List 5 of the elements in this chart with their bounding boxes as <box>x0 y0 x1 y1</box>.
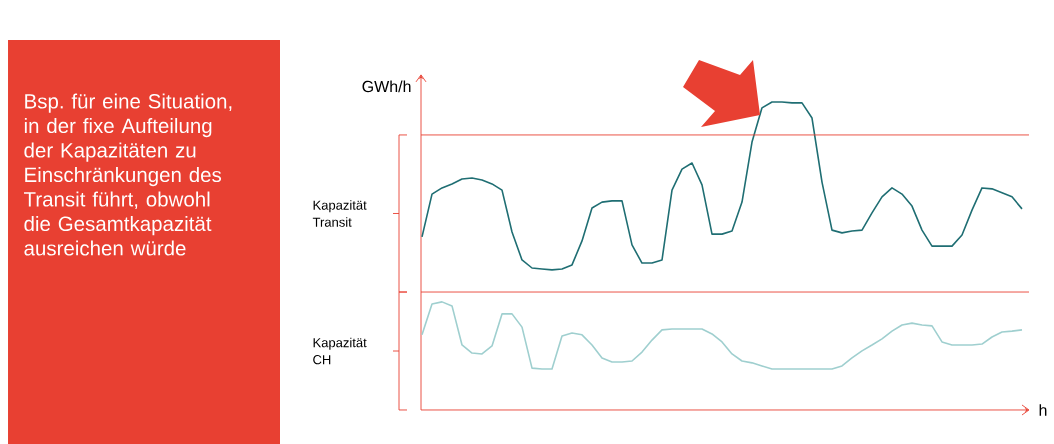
text: Bsp. für eine Situation, in der fixe Aufteilung der Kapazitäten zu Einschränkungen des Transit führt, obwohl die Gesamtkapazität ausreichen würde <box>24 93 232 256</box>
text: Kapazität Transit <box>312 200 367 227</box>
y-axis-title: GWh/h <box>362 80 411 93</box>
x-axis-title: h <box>1039 404 1047 416</box>
text: Kapazität CH <box>313 337 367 365</box>
